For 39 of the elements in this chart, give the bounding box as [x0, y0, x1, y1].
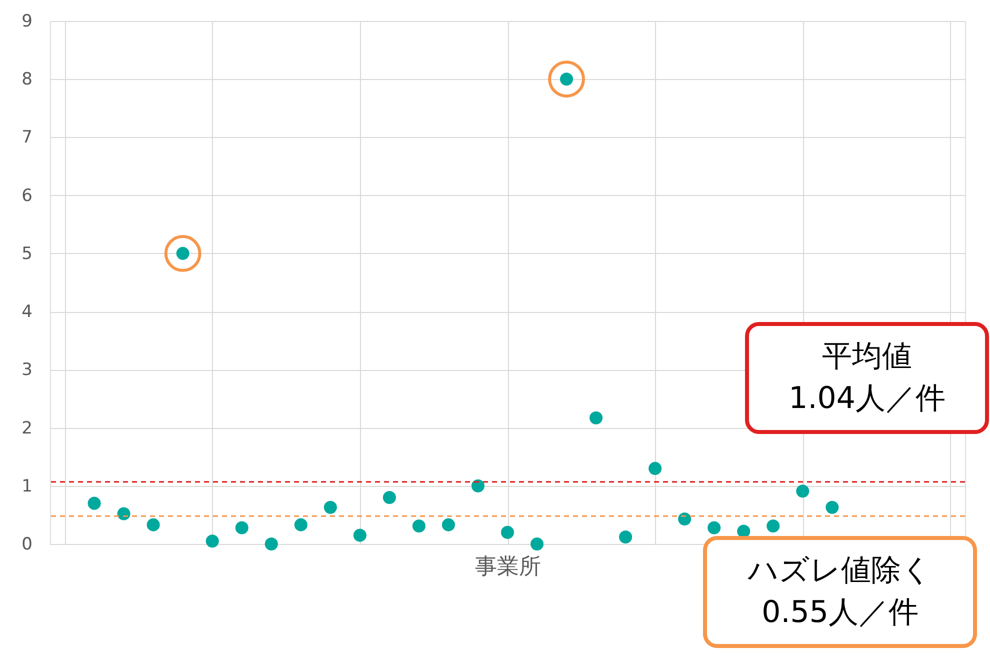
point: [796, 484, 810, 498]
point: [471, 479, 485, 492]
point: [412, 519, 426, 532]
point: [146, 518, 160, 532]
y-tick-label: 8: [22, 70, 32, 90]
y-tick-label: 0: [22, 534, 32, 554]
point: [590, 411, 603, 424]
point: [164, 235, 202, 272]
point: [294, 518, 308, 532]
y-tick-label: 5: [22, 244, 32, 264]
y-tick-label: 4: [22, 302, 32, 322]
point: [442, 518, 455, 532]
point: [206, 534, 219, 548]
point: [678, 512, 692, 526]
annotation: 平均値 1.04人／件: [788, 339, 946, 416]
y-tick-label: 2: [22, 418, 32, 438]
text: ハズレ値除く 0.55人／件: [747, 553, 932, 630]
y-tick-label: 1: [22, 476, 32, 496]
point: [235, 521, 248, 534]
point: [708, 521, 721, 534]
point: [766, 519, 780, 532]
y-tick-label: 9: [22, 12, 32, 32]
point: [826, 500, 839, 514]
point: [324, 500, 337, 514]
point: [353, 528, 366, 542]
point: [88, 496, 101, 510]
point: [382, 491, 396, 504]
point: [117, 507, 130, 520]
y-tick-label: 7: [22, 128, 32, 148]
point: [500, 526, 514, 539]
point: [530, 537, 544, 551]
y-tick-label: 3: [22, 360, 32, 380]
point: [548, 60, 585, 98]
point: [264, 537, 278, 551]
point: [648, 462, 662, 475]
y-tick-label: 6: [22, 186, 32, 206]
point: [737, 524, 750, 538]
x-axis-title: 事業所: [475, 554, 541, 580]
point: [619, 530, 632, 544]
